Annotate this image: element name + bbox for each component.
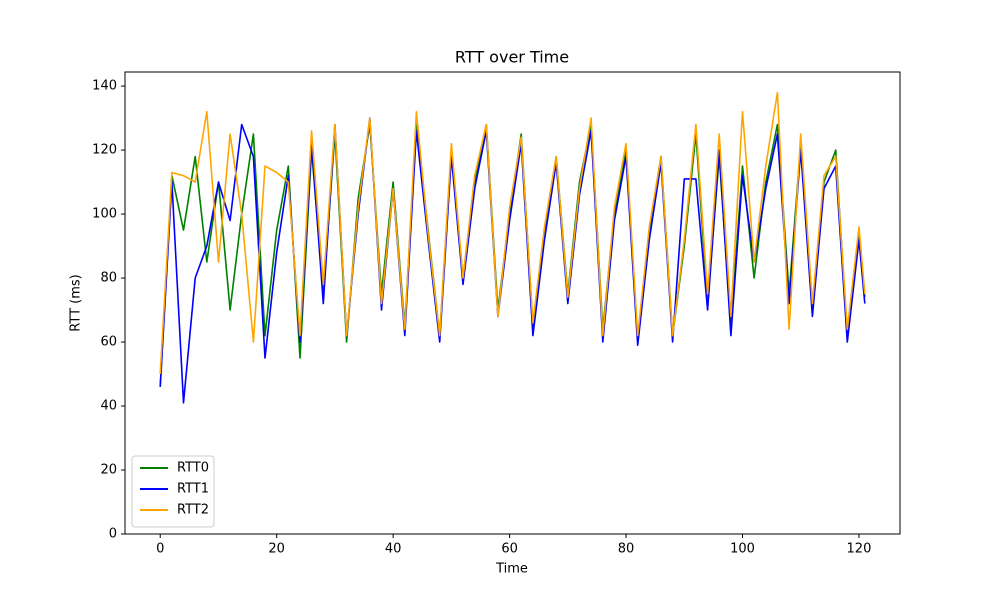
x-axis-label: Time bbox=[495, 562, 528, 577]
y-tick-label: 40 bbox=[100, 399, 117, 414]
x-tick-label: 60 bbox=[501, 542, 518, 557]
y-tick-label: 120 bbox=[92, 143, 117, 158]
legend-label: RTT1 bbox=[177, 482, 209, 497]
series-line bbox=[159, 117, 866, 404]
y-tick-label: 60 bbox=[100, 335, 117, 350]
legend-label: RTT2 bbox=[177, 503, 209, 518]
x-tick-label: 100 bbox=[730, 542, 755, 557]
x-tick-label: 120 bbox=[847, 542, 872, 557]
legend-label: RTT0 bbox=[177, 461, 209, 476]
x-tick-label: 80 bbox=[618, 542, 635, 557]
y-axis-label: RTT (ms) bbox=[69, 274, 84, 331]
y-tick-label: 20 bbox=[100, 463, 117, 478]
x-tick-label: 0 bbox=[156, 542, 164, 557]
chart-title: RTT over Time bbox=[455, 48, 569, 67]
plot-frame bbox=[124, 71, 901, 535]
y-tick-label: 0 bbox=[109, 527, 117, 542]
x-tick-label: 20 bbox=[268, 542, 285, 557]
y-tick-label: 140 bbox=[92, 79, 117, 94]
y-tick-label: 80 bbox=[100, 271, 117, 286]
y-tick-label: 100 bbox=[92, 207, 117, 222]
series-line bbox=[159, 91, 866, 375]
x-tick-label: 40 bbox=[385, 542, 402, 557]
